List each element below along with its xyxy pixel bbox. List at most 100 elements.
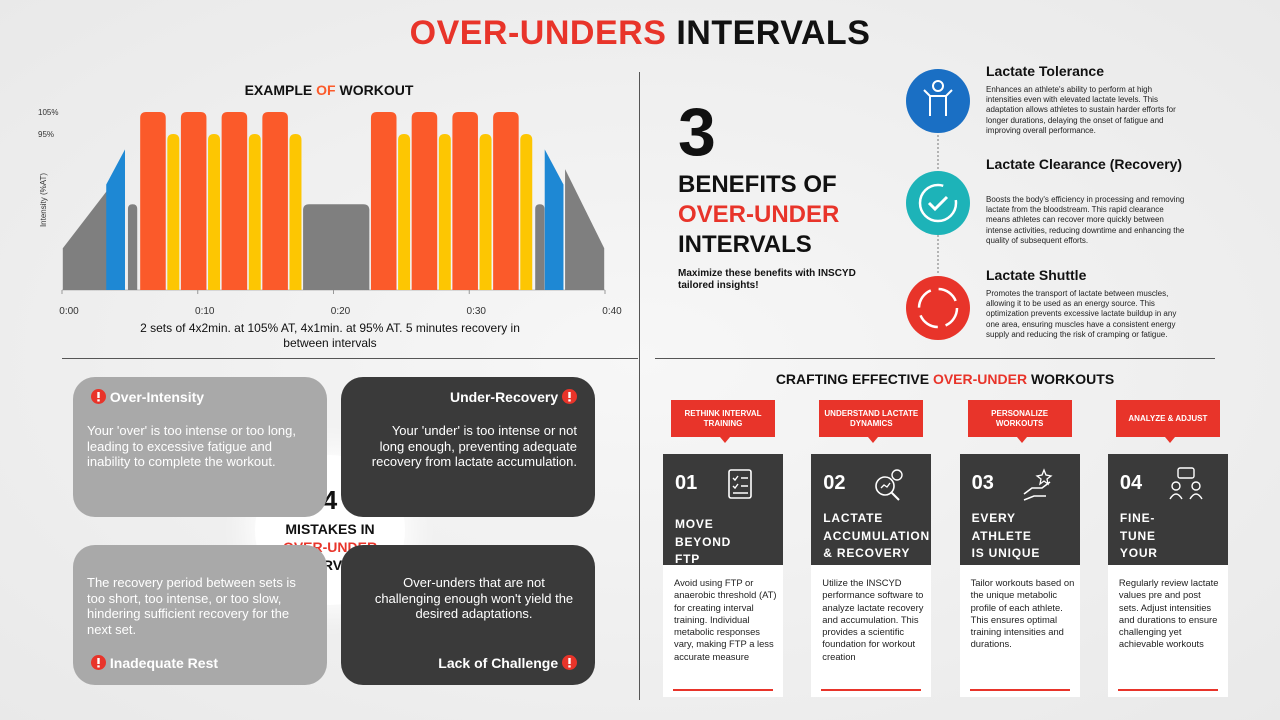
center-line: MISTAKES IN: [285, 521, 375, 537]
interval-segment: [479, 133, 492, 290]
mistake-text: Your 'under' is too intense or not long …: [371, 423, 577, 469]
tag-pointer: [720, 437, 730, 443]
x-tick-label: 0:40: [602, 306, 622, 317]
title-part: WORKOUT: [339, 82, 414, 98]
benefits-heading: BENEFITS OF OVER-UNDER INTERVALS: [678, 170, 839, 260]
mistake-title: Over-Intensity: [109, 389, 205, 405]
step-number: 02: [823, 472, 846, 494]
divider: [62, 358, 638, 359]
interval-segment: [544, 149, 564, 290]
step-number: 04: [1119, 472, 1143, 494]
step-text: Regularly review lactate values pre and …: [1118, 577, 1219, 650]
title-part: EXAMPLE: [244, 82, 313, 98]
mistake-title-row: Inadequate Rest: [91, 655, 309, 671]
title-highlight: OVER-UNDERS: [409, 14, 667, 52]
interval-segment: [303, 204, 370, 290]
step-underline: [969, 689, 1070, 691]
step-tag: PERSONALIZE WORKOUTS: [967, 400, 1072, 437]
step-text: Utilize the INSCYD performance software …: [822, 577, 924, 662]
step-underline: [673, 689, 773, 691]
mistake-text: Your 'over' is too intense or too long, …: [87, 423, 297, 469]
interval-segment: [106, 149, 126, 290]
interval-segment: [208, 133, 221, 290]
step-heading: MOVE BEYOND FTP: [675, 517, 732, 566]
step-icon: [871, 466, 907, 502]
interval-segment: [180, 111, 207, 290]
tag-pointer: [1164, 437, 1175, 443]
interval-segment: [398, 133, 411, 290]
interval-segment: [438, 133, 451, 290]
mistake-title-row: Under-Recovery: [359, 389, 577, 405]
step-header: 01 MOVE BEYOND FTP: [663, 454, 783, 566]
alert-icon: [562, 389, 577, 404]
heading-line: BENEFITS OF: [678, 171, 837, 198]
step-heading: EVERY ATHLETE IS UNIQUE: [971, 511, 1041, 560]
alert-icon: [562, 655, 577, 670]
mistake-title: Under-Recovery: [449, 389, 559, 405]
title-part: OF: [316, 82, 336, 98]
step-number: 03: [971, 472, 994, 494]
step-body: Avoid using FTP or anaerobic threshold (…: [663, 565, 783, 697]
step-text: Tailor workouts based on the unique meta…: [970, 577, 1075, 650]
main-title: OVER-UNDERS INTERVALS: [0, 14, 1280, 53]
interval-segment: [411, 111, 438, 290]
benefit-text: Promotes the transport of lactate betwee…: [986, 289, 1177, 339]
benefits-number: 3: [678, 94, 716, 170]
alert-icon: [91, 655, 106, 670]
alert-icon: [91, 389, 106, 404]
title-part: OVER-UNDER: [932, 371, 1028, 387]
x-tick-label: 0:30: [467, 306, 487, 317]
mistake-text: Over-unders that are not challenging eno…: [374, 575, 574, 621]
crafting-title: CRAFTING EFFECTIVE OVER-UNDER WORKOUTS: [655, 371, 1235, 387]
icon: [875, 469, 903, 501]
heading-line: OVER-UNDER: [678, 201, 840, 228]
x-tick-label: 0:10: [195, 306, 215, 317]
step-text: Avoid using FTP or anaerobic threshold (…: [674, 577, 777, 662]
icon: [906, 171, 970, 235]
title-rest: INTERVALS: [676, 14, 871, 52]
step-icon: [723, 466, 759, 502]
benefit-icons: [906, 69, 970, 340]
step-underline: [821, 689, 922, 691]
interval-segment: [289, 133, 302, 290]
interval-segment: [452, 111, 478, 290]
interval-segment: [493, 111, 519, 290]
interval-segment: [167, 133, 180, 290]
step-underline: [1117, 689, 1218, 691]
workout-chart: Intensity (%AT) 0:00 0:10 0:20 0:30 0:40 105%…: [38, 108, 622, 317]
mistake-title: Lack of Challenge: [438, 655, 559, 671]
mistake-text: The recovery period between sets is too …: [87, 575, 296, 637]
step-tag: UNDERSTAND LACTATE DYNAMICS: [819, 400, 924, 437]
icon: [906, 69, 970, 133]
icon: [1023, 468, 1053, 501]
title-part: CRAFTING EFFECTIVE: [775, 371, 930, 387]
step-body: Regularly review lactate values pre and …: [1107, 565, 1228, 697]
benefits-tagline: Maximize these benefits with INSCYD tail…: [678, 268, 856, 291]
tag-pointer: [868, 437, 879, 443]
divider: [639, 72, 640, 700]
y-tick-label: 105%: [38, 108, 58, 117]
mistake-card: Lack of Challenge Over-unders that are n…: [341, 545, 595, 685]
benefit-text: Boosts the body's efficiency in processi…: [986, 195, 1185, 245]
mistake-title-row: Over-Intensity: [91, 389, 309, 405]
title-part: WORKOUTS: [1030, 371, 1115, 387]
tag-pointer: [1016, 437, 1027, 443]
step-body: Tailor workouts based on the unique meta…: [959, 565, 1080, 697]
step-icon: [1020, 466, 1056, 502]
interval-segment: [370, 111, 397, 290]
x-tick-label: 0:20: [331, 306, 351, 317]
icon: [728, 469, 752, 499]
x-tick-label: 0:00: [59, 306, 79, 317]
heading-line: INTERVALS: [678, 231, 812, 258]
benefit-text: Enhances an athlete's ability to perform…: [986, 85, 1176, 135]
icon: [906, 276, 970, 340]
mistake-card: Over-Intensity Your 'over' is too intense…: [73, 377, 327, 517]
interval-segment: [520, 133, 533, 290]
chart-caption: 2 sets of 4x2min. at 105% AT, 4x1min. at…: [140, 321, 520, 350]
y-tick-label: 95%: [38, 130, 54, 139]
mistake-title: Inadequate Rest: [109, 655, 219, 671]
step-tag: ANALYZE & ADJUST: [1115, 400, 1220, 437]
interval-segment: [248, 133, 261, 290]
